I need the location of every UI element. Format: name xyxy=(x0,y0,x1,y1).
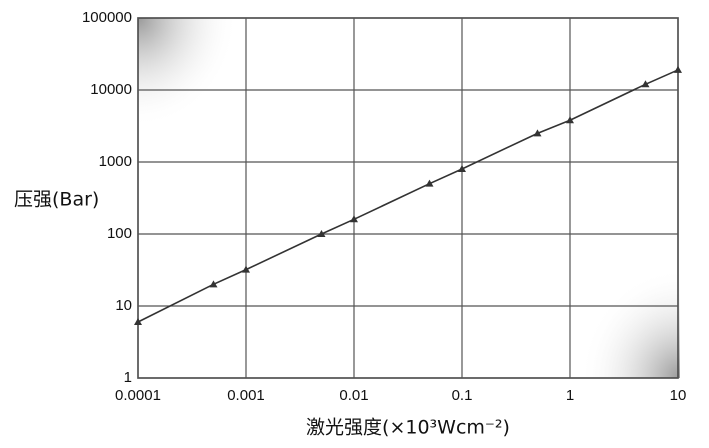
marker xyxy=(533,129,542,137)
y-axis-title: 压强(Bar) xyxy=(14,189,99,211)
marker xyxy=(566,116,574,124)
x-tick-label: 10 xyxy=(670,387,687,404)
marker xyxy=(242,265,250,273)
marker xyxy=(641,80,650,88)
marker xyxy=(209,280,218,288)
y-tick-label: 10 xyxy=(115,297,132,314)
y-tick-label: 10000 xyxy=(90,81,132,98)
marker xyxy=(674,65,682,73)
y-tick-label: 100 xyxy=(107,225,132,242)
y-tick-label: 100000 xyxy=(82,9,132,26)
shade xyxy=(580,268,680,378)
x-tick-label: 1 xyxy=(566,387,574,404)
shade xyxy=(138,18,238,128)
y-tick-label: 1 xyxy=(124,369,132,386)
x-tick-label: 0.1 xyxy=(452,387,473,404)
y-tick-label: 1000 xyxy=(99,153,132,170)
marker xyxy=(134,317,142,325)
marker xyxy=(458,164,466,172)
x-tick-label: 0.0001 xyxy=(115,387,161,404)
marker xyxy=(425,179,434,187)
x-axis-title: 激光强度(×10³Wcm⁻²) xyxy=(306,417,510,439)
x-tick-label: 0.001 xyxy=(227,387,265,404)
marker xyxy=(317,230,326,237)
marker xyxy=(350,215,358,223)
x-tick-label: 0.01 xyxy=(339,387,368,404)
